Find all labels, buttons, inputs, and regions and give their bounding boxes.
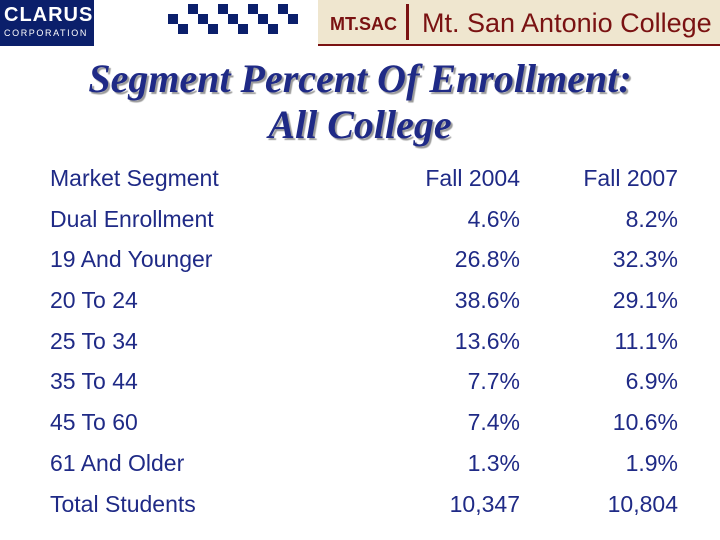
fall-2004-cell: 4.6% xyxy=(467,205,520,232)
segment-cell: Total Students xyxy=(50,490,196,517)
mt-sac-short-name: MT.SAC xyxy=(330,14,397,34)
clarus-logo: CLARUS CORPORATION xyxy=(0,0,94,46)
segment-cell: 61 And Older xyxy=(50,449,185,476)
fall-2004-cell: 1.3% xyxy=(467,449,520,476)
table-row-total: Total Students 10,347 10,804 xyxy=(50,486,680,527)
table-row: Dual Enrollment 4.6% 8.2% xyxy=(50,201,680,242)
fall-2007-cell: 10,804 xyxy=(607,490,678,517)
column-header-fall-2007: Fall 2007 xyxy=(583,165,678,191)
header-banner: CLARUS CORPORATION MT.SAC Mt. San Antoni… xyxy=(0,0,720,46)
table-row: 19 And Younger 26.8% 32.3% xyxy=(50,241,680,282)
table-row: 35 To 44 7.7% 6.9% xyxy=(50,363,680,404)
fall-2007-cell: 32.3% xyxy=(612,246,678,273)
segment-cell: 35 To 44 xyxy=(50,368,138,395)
clarus-logo-name: CLARUS xyxy=(4,4,94,26)
table-row: 25 To 34 13.6% 11.1% xyxy=(50,323,680,364)
title-line-2: All College xyxy=(268,102,452,147)
fall-2007-cell: 1.9% xyxy=(625,449,678,476)
column-header-fall-2004: Fall 2004 xyxy=(425,165,520,191)
segment-cell: 45 To 60 xyxy=(50,409,138,436)
segment-cell: 25 To 34 xyxy=(50,327,138,354)
checker-pattern-decoration xyxy=(168,4,298,34)
segment-cell: Dual Enrollment xyxy=(50,205,214,232)
segment-cell: 19 And Younger xyxy=(50,246,213,273)
enrollment-table: Market Segment Fall 2004 Fall 2007 Dual … xyxy=(50,160,680,526)
college-name: Mt. San Antonio College xyxy=(422,8,712,38)
fall-2004-cell: 38.6% xyxy=(454,287,520,314)
fall-2004-cell: 10,347 xyxy=(449,490,520,517)
clarus-logo-subtitle: CORPORATION xyxy=(4,28,88,38)
fall-2007-cell: 8.2% xyxy=(625,205,678,232)
table-row: 20 To 24 38.6% 29.1% xyxy=(50,282,680,323)
title-line-1: Segment Percent Of Enrollment: xyxy=(88,56,632,101)
table-row: 61 And Older 1.3% 1.9% xyxy=(50,445,680,486)
fall-2007-cell: 10.6% xyxy=(612,409,678,436)
fall-2007-cell: 11.1% xyxy=(614,327,678,354)
fall-2007-cell: 6.9% xyxy=(625,368,678,395)
fall-2004-cell: 7.7% xyxy=(467,368,520,395)
fall-2004-cell: 13.6% xyxy=(454,327,520,354)
slide-title: Segment Percent Of Enrollment: All Colle… xyxy=(0,56,720,148)
column-header-market-segment: Market Segment xyxy=(50,165,219,191)
fall-2004-cell: 7.4% xyxy=(467,409,520,436)
mt-sac-logo: MT.SAC Mt. San Antonio College xyxy=(318,0,720,46)
logo-divider xyxy=(406,4,409,40)
table-header-row: Market Segment Fall 2004 Fall 2007 xyxy=(50,160,680,201)
fall-2004-cell: 26.8% xyxy=(454,246,520,273)
segment-cell: 20 To 24 xyxy=(50,287,138,314)
table-row: 45 To 60 7.4% 10.6% xyxy=(50,404,680,445)
fall-2007-cell: 29.1% xyxy=(612,287,678,314)
